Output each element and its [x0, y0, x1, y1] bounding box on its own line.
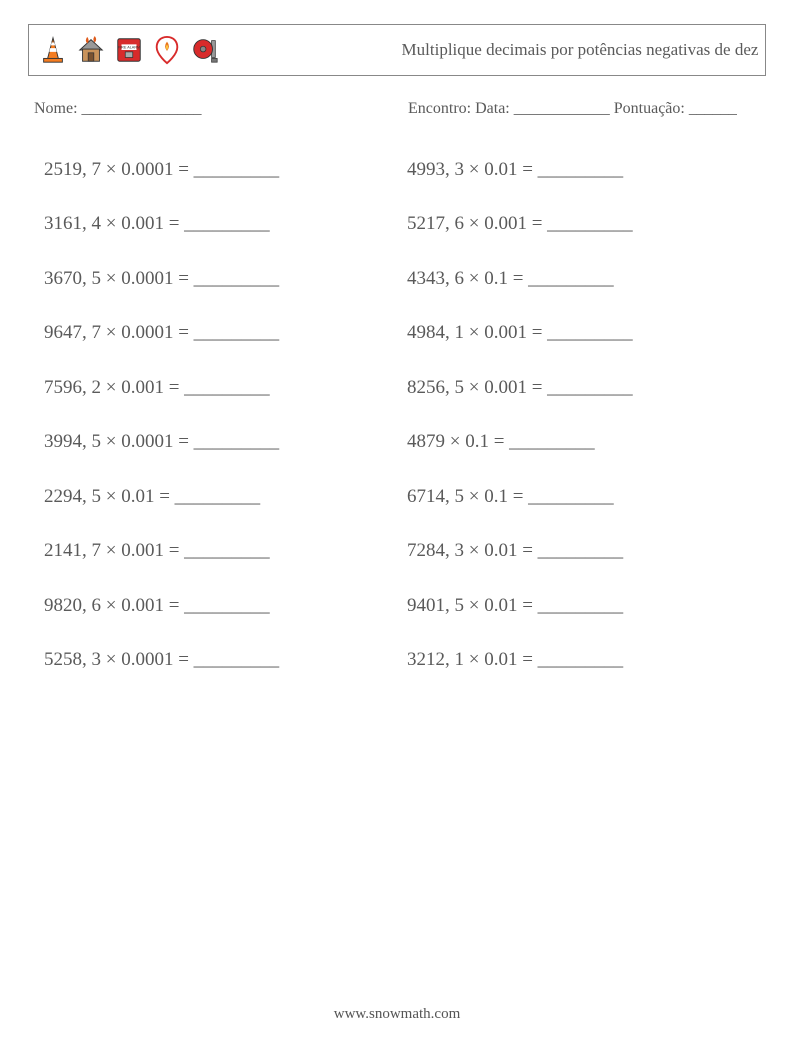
problem-item: 4879 × 0.1 = _________: [407, 418, 750, 466]
problem-item: 5217, 6 × 0.001 = _________: [407, 200, 750, 248]
problem-item: 9820, 6 × 0.001 = _________: [44, 582, 387, 630]
problem-item: 6714, 5 × 0.1 = _________: [407, 473, 750, 521]
house-fire-icon: [75, 34, 107, 66]
problem-item: 4984, 1 × 0.001 = _________: [407, 309, 750, 357]
problems-grid: 2519, 7 × 0.0001 = _________ 3161, 4 × 0…: [28, 146, 766, 684]
problem-item: 5258, 3 × 0.0001 = _________: [44, 636, 387, 684]
problem-item: 7596, 2 × 0.001 = _________: [44, 364, 387, 412]
problem-item: 2294, 5 × 0.01 = _________: [44, 473, 387, 521]
problem-item: 3670, 5 × 0.0001 = _________: [44, 255, 387, 303]
problem-item: 4343, 6 × 0.1 = _________: [407, 255, 750, 303]
worksheet-header: FIRE ALARM Multiplique decimais po: [28, 24, 766, 76]
svg-text:FIRE ALARM: FIRE ALARM: [118, 46, 140, 50]
problem-item: 9647, 7 × 0.0001 = _________: [44, 309, 387, 357]
problem-item: 7284, 3 × 0.01 = _________: [407, 527, 750, 575]
problem-item: 3161, 4 × 0.001 = _________: [44, 200, 387, 248]
fire-pin-icon: [151, 34, 183, 66]
worksheet-title: Multiplique decimais por potências negat…: [395, 25, 765, 75]
problem-item: 3212, 1 × 0.01 = _________: [407, 636, 750, 684]
footer-url: www.snowmath.com: [0, 1006, 794, 1023]
problem-item: 9401, 5 × 0.01 = _________: [407, 582, 750, 630]
name-field: Nome: _______________: [34, 100, 386, 118]
date-score-field: Encontro: Data: ____________ Pontuação: …: [386, 100, 760, 118]
problem-item: 4993, 3 × 0.01 = _________: [407, 146, 750, 194]
problems-left-column: 2519, 7 × 0.0001 = _________ 3161, 4 × 0…: [44, 146, 387, 684]
fire-alarm-icon: FIRE ALARM: [113, 34, 145, 66]
problem-item: 2519, 7 × 0.0001 = _________: [44, 146, 387, 194]
header-icons: FIRE ALARM: [29, 25, 395, 75]
problem-item: 8256, 5 × 0.001 = _________: [407, 364, 750, 412]
problem-item: 3994, 5 × 0.0001 = _________: [44, 418, 387, 466]
fire-bell-icon: [189, 34, 221, 66]
traffic-cone-icon: [37, 34, 69, 66]
problems-right-column: 4993, 3 × 0.01 = _________ 5217, 6 × 0.0…: [407, 146, 750, 684]
problem-item: 2141, 7 × 0.001 = _________: [44, 527, 387, 575]
info-row: Nome: _______________ Encontro: Data: __…: [28, 96, 766, 118]
